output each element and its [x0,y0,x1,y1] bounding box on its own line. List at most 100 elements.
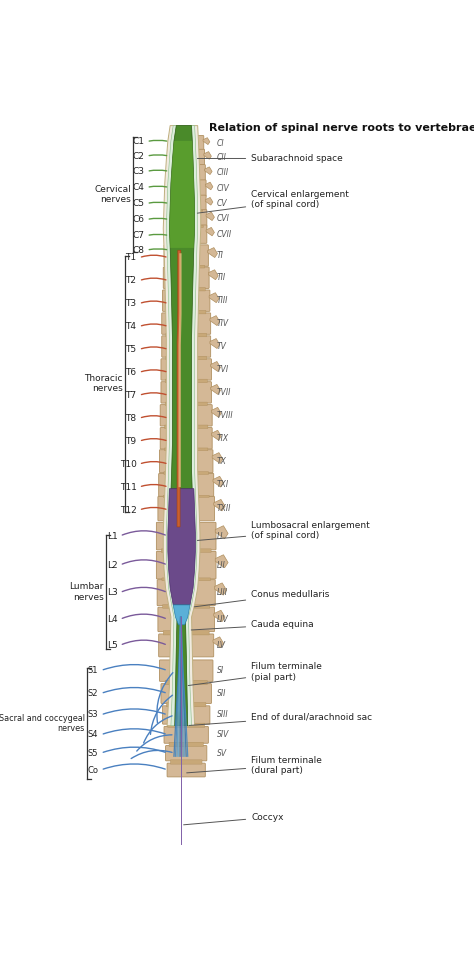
Polygon shape [211,407,221,418]
Text: TXII: TXII [217,504,231,513]
FancyBboxPatch shape [163,605,210,609]
Text: TII: TII [217,273,226,282]
Text: TIII: TIII [217,297,228,305]
FancyBboxPatch shape [163,631,209,635]
FancyBboxPatch shape [168,266,205,268]
Polygon shape [179,253,182,487]
Text: Coccyx: Coccyx [183,813,283,825]
FancyBboxPatch shape [164,472,209,475]
Text: T5: T5 [126,345,137,354]
FancyBboxPatch shape [168,149,205,166]
Polygon shape [210,361,220,371]
Polygon shape [209,269,218,280]
Text: Thoracic
nerves: Thoracic nerves [84,374,123,393]
Text: C7: C7 [132,232,144,240]
Text: T12: T12 [120,506,137,515]
Text: Lumbosacral enlargement
(of spinal cord): Lumbosacral enlargement (of spinal cord) [197,521,370,541]
Text: S4: S4 [88,731,98,739]
FancyBboxPatch shape [165,379,207,383]
FancyBboxPatch shape [158,608,214,632]
Text: CII: CII [217,153,227,162]
Polygon shape [169,141,195,248]
Text: T9: T9 [126,437,137,446]
FancyBboxPatch shape [166,180,206,197]
Text: S3: S3 [88,710,98,719]
FancyBboxPatch shape [167,764,205,777]
Text: Filum terminale
(pial part): Filum terminale (pial part) [188,663,322,685]
Polygon shape [214,583,227,595]
Polygon shape [169,126,195,726]
Polygon shape [210,385,220,394]
Text: TV: TV [217,342,227,351]
FancyBboxPatch shape [165,209,207,228]
Text: LIV: LIV [217,615,228,624]
FancyBboxPatch shape [163,705,210,724]
Text: T7: T7 [126,391,137,400]
FancyBboxPatch shape [158,496,214,520]
Text: TX: TX [217,456,227,466]
Text: SII: SII [217,689,226,698]
Text: T8: T8 [126,414,137,422]
FancyBboxPatch shape [157,579,215,606]
Polygon shape [209,293,219,302]
Text: TVII: TVII [217,388,231,397]
Text: T1: T1 [126,253,137,263]
Text: C8: C8 [132,246,144,255]
Polygon shape [168,488,195,605]
Polygon shape [173,605,190,625]
Polygon shape [205,182,213,190]
FancyBboxPatch shape [159,660,213,681]
FancyBboxPatch shape [166,195,206,212]
Text: T4: T4 [126,322,137,331]
FancyBboxPatch shape [169,742,203,746]
Polygon shape [214,499,225,511]
Text: LV: LV [217,641,226,650]
Text: T11: T11 [119,483,137,491]
FancyBboxPatch shape [167,165,205,181]
Polygon shape [215,526,228,539]
Polygon shape [215,554,228,568]
FancyBboxPatch shape [165,680,207,685]
Text: CI: CI [217,139,224,147]
FancyBboxPatch shape [169,226,203,228]
Text: L4: L4 [107,615,118,624]
FancyBboxPatch shape [160,405,212,426]
Polygon shape [203,138,210,144]
Text: L1: L1 [107,532,118,541]
Text: TVI: TVI [217,365,229,374]
Text: T10: T10 [119,459,137,469]
Text: LII: LII [217,561,226,570]
FancyBboxPatch shape [163,290,210,311]
Polygon shape [177,250,181,527]
Polygon shape [211,430,221,440]
Text: S2: S2 [88,689,98,698]
Text: CIV: CIV [217,184,229,193]
FancyBboxPatch shape [159,634,214,657]
Polygon shape [206,212,214,221]
Text: L2: L2 [107,561,118,570]
FancyBboxPatch shape [166,703,206,706]
Polygon shape [210,316,220,326]
Polygon shape [166,126,198,726]
Text: L5: L5 [107,641,118,650]
FancyBboxPatch shape [159,474,214,496]
Text: LI: LI [217,532,223,541]
Polygon shape [213,637,224,647]
Text: TIX: TIX [217,434,229,443]
Text: TI: TI [217,251,224,260]
FancyBboxPatch shape [162,578,210,580]
Text: T6: T6 [126,368,137,377]
Polygon shape [206,228,214,235]
FancyBboxPatch shape [156,522,216,549]
FancyBboxPatch shape [170,760,202,765]
Text: S1: S1 [88,666,98,675]
FancyBboxPatch shape [161,382,211,403]
Polygon shape [212,453,223,463]
FancyBboxPatch shape [162,313,210,334]
Text: S5: S5 [88,749,98,758]
Text: CIII: CIII [217,169,229,177]
Text: T3: T3 [126,299,137,308]
Polygon shape [208,248,218,258]
Text: Sacral and coccygeal
nerves: Sacral and coccygeal nerves [0,714,84,734]
Text: C6: C6 [132,215,144,224]
